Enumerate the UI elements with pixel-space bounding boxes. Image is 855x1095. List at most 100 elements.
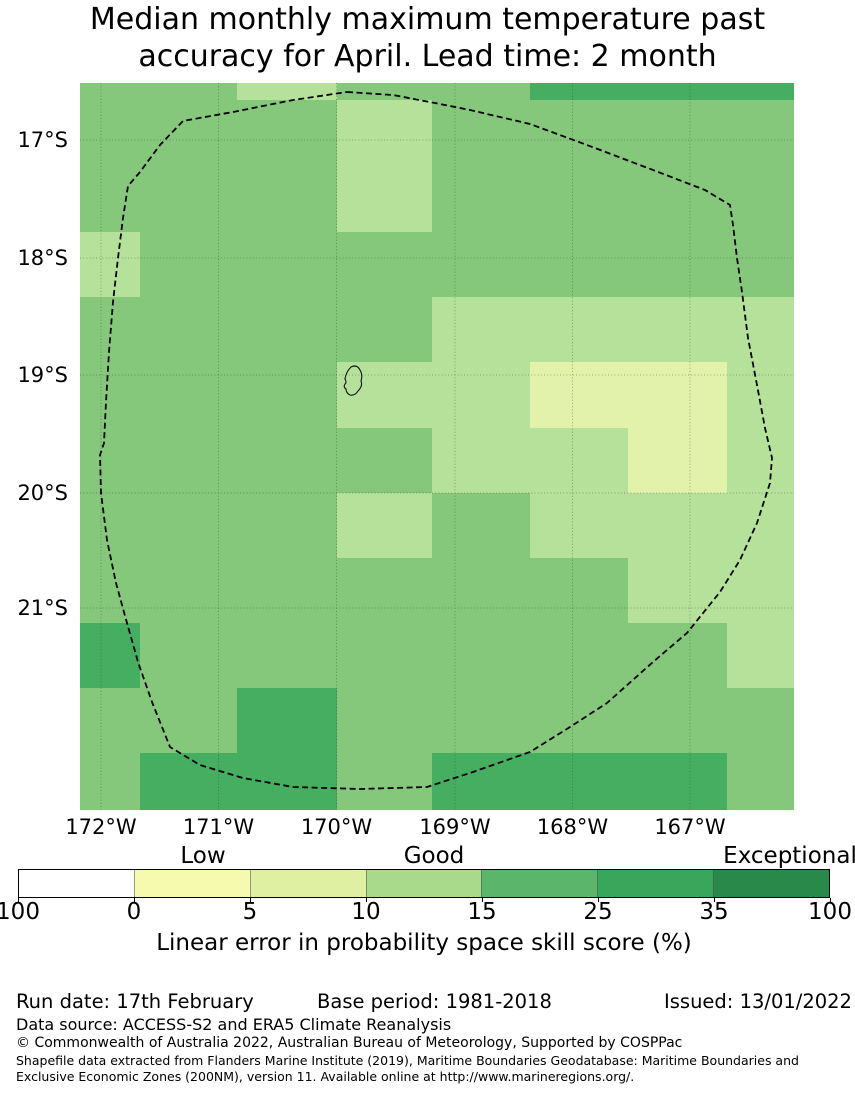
- colorbar-tick: [366, 898, 367, 902]
- grid-cell: [432, 688, 530, 753]
- grid-cell: [530, 83, 628, 100]
- grid-cell: [337, 232, 432, 297]
- grid-cell: [237, 688, 337, 753]
- grid-cell: [432, 493, 530, 558]
- colorbar-tick: [18, 898, 19, 902]
- colorbar-tick: [250, 898, 251, 902]
- grid-cell: [628, 297, 727, 362]
- grid-cell: [337, 623, 432, 688]
- colorbar-tick-label: 25: [583, 899, 613, 925]
- grid-cell: [140, 753, 237, 810]
- grid-cell: [432, 753, 530, 810]
- grid-cell: [727, 297, 794, 362]
- grid-cell: [140, 558, 237, 623]
- grid-cell: [237, 166, 337, 232]
- lat-tick-label: 19°S: [17, 363, 68, 387]
- grid-cell: [628, 166, 727, 232]
- grid-cell: [237, 493, 337, 558]
- grid-cell: [237, 83, 337, 100]
- map-plot-area: [80, 83, 794, 810]
- lat-tick-label: 18°S: [17, 246, 68, 270]
- grid-cell: [628, 688, 727, 753]
- grid-cell: [432, 83, 530, 100]
- grid-cell: [337, 558, 432, 623]
- colorbar-segment: [365, 870, 482, 897]
- grid-cell: [432, 100, 530, 166]
- grid-cell: [337, 297, 432, 362]
- data-source-text: Data source: ACCESS-S2 and ERA5 Climate …: [16, 1015, 452, 1034]
- grid-cell: [628, 623, 727, 688]
- colorbar-segment: [481, 870, 598, 897]
- colorbar-tick: [598, 898, 599, 902]
- grid-cell: [80, 623, 140, 688]
- grid-cell: [80, 166, 140, 232]
- colorbar-tick-label: 10: [351, 899, 381, 925]
- colorbar-tick-label: 5: [242, 899, 258, 925]
- lat-tick-label: 21°S: [17, 596, 68, 620]
- lon-tick-label: 171°W: [182, 815, 255, 839]
- colorbar-tick-label: 35: [699, 899, 729, 925]
- colorbar-category-label: Exceptional: [723, 843, 855, 869]
- colorbar-axis-label: Linear error in probability space skill …: [156, 930, 692, 956]
- grid-cell: [140, 232, 237, 297]
- lon-tick-label: 169°W: [419, 815, 491, 839]
- grid-cell: [80, 688, 140, 753]
- run-date-text: Run date: 17th February: [16, 990, 254, 1013]
- grid-cell: [80, 100, 140, 166]
- grid-cell: [727, 166, 794, 232]
- colorbar-tick: [830, 898, 831, 902]
- grid-cell: [140, 493, 237, 558]
- grid-cell: [432, 297, 530, 362]
- grid-cell: [140, 623, 237, 688]
- grid-cell: [432, 558, 530, 623]
- grid-cell: [727, 688, 794, 753]
- grid-cell: [237, 297, 337, 362]
- copyright-text: © Commonwealth of Australia 2022, Austra…: [16, 1035, 683, 1051]
- grid-cell: [140, 688, 237, 753]
- grid-cell: [140, 83, 237, 100]
- grid-cell: [432, 166, 530, 232]
- colorbar-segment: [713, 870, 830, 897]
- grid-cell: [727, 428, 794, 493]
- grid-cell: [80, 428, 140, 493]
- grid-cell: [530, 100, 628, 166]
- colorbar-tick: [714, 898, 715, 902]
- grid-cell: [727, 100, 794, 166]
- grid-cell: [628, 428, 727, 493]
- grid-cell: [628, 83, 727, 100]
- lon-tick-label: 170°W: [300, 815, 373, 839]
- colorbar-tick-label: 15: [467, 899, 497, 925]
- colorbar-tick: [482, 898, 483, 902]
- grid-cell: [337, 493, 432, 558]
- grid-cell: [628, 362, 727, 428]
- grid-cell: [727, 753, 794, 810]
- grid-cell: [80, 493, 140, 558]
- grid-cell: [530, 623, 628, 688]
- grid-cell: [140, 362, 237, 428]
- grid-cell: [80, 362, 140, 428]
- colorbar-tick-label: 100: [808, 899, 852, 925]
- grid-cell: [337, 83, 432, 100]
- grid-cell: [530, 558, 628, 623]
- grid-cell: [432, 232, 530, 297]
- issued-text: Issued: 13/01/2022: [664, 990, 852, 1013]
- lat-tick-label: 20°S: [17, 481, 68, 505]
- chart-title: Median monthly maximum temperature past …: [0, 1, 855, 75]
- grid-cell: [237, 362, 337, 428]
- grid-cell: [432, 623, 530, 688]
- grid-cell: [727, 558, 794, 623]
- grid-cell: [628, 100, 727, 166]
- island-outline: [343, 365, 363, 396]
- colorbar-tick-label: 0: [126, 899, 142, 925]
- colorbar: [18, 869, 830, 898]
- grid-cell: [727, 232, 794, 297]
- grid-cell: [727, 362, 794, 428]
- grid-cell: [530, 166, 628, 232]
- base-period-text: Base period: 1981-2018: [317, 990, 552, 1013]
- grid-cell: [237, 558, 337, 623]
- colorbar-tick: [134, 898, 135, 902]
- grid-cell: [237, 753, 337, 810]
- grid-cell: [530, 362, 628, 428]
- shapefile-attribution-text: Shapefile data extracted from Flanders M…: [16, 1053, 799, 1084]
